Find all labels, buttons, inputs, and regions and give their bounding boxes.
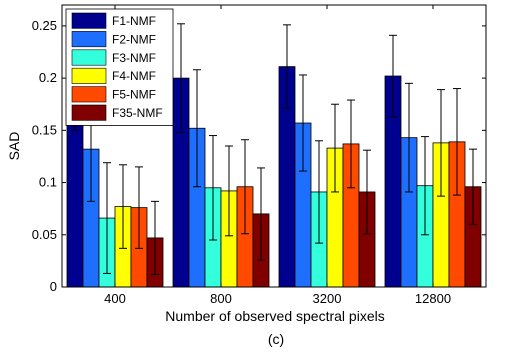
legend: F1-NMF F2-NMF F3-NMF F4-NMF F5-NMF F35-NMF (65, 8, 174, 126)
y-tick-label: 0.25 (32, 18, 57, 33)
legend-label: F3-NMF (112, 51, 156, 65)
legend-item-f2-nmf: F2-NMF (71, 31, 156, 48)
legend-swatch (71, 104, 107, 121)
legend-label: F1-NMF (112, 14, 156, 28)
y-tick-label: 0.1 (39, 175, 57, 190)
error-bar-f3-nmf-3200 (315, 140, 323, 244)
error-bar-f3-nmf-400 (103, 162, 111, 274)
legend-item-f4-nmf: F4-NMF (71, 67, 156, 84)
legend-label: F35-NMF (112, 106, 163, 120)
y-tick-label: 0.15 (32, 122, 57, 137)
legend-item-f5-nmf: F5-NMF (71, 86, 156, 103)
x-tick-label: 400 (104, 291, 126, 306)
error-bar-f5-nmf-800 (241, 139, 249, 235)
legend-swatch (71, 86, 107, 103)
plot-frame (61, 4, 487, 288)
y-tick-label: 0.05 (32, 227, 57, 242)
legend-swatch (71, 12, 107, 29)
error-bar-f2-nmf-3200 (299, 74, 307, 172)
error-bar-f35-nmf-800 (257, 167, 265, 261)
error-bar-f35-nmf-3200 (363, 149, 371, 235)
y-tick-label: 0 (50, 279, 57, 294)
error-bar-f1-nmf-800 (177, 23, 185, 133)
legend-item-f3-nmf: F3-NMF (71, 49, 156, 66)
error-bar-f4-nmf-400 (119, 164, 127, 249)
error-bar-f3-nmf-800 (209, 135, 217, 241)
error-bar-f35-nmf-400 (151, 200, 159, 275)
error-bar-f35-nmf-12800 (469, 148, 477, 225)
error-bar-f5-nmf-400 (135, 166, 143, 249)
x-tick-label: 800 (210, 291, 232, 306)
error-bar-f5-nmf-3200 (347, 99, 355, 189)
axes-layer: 0 0.05 0.1 0.15 0.2 0.25 400 800 3200 12800 (32, 4, 487, 306)
error-bar-f3-nmf-12800 (421, 136, 429, 236)
error-bar-f5-nmf-12800 (453, 88, 461, 196)
legend-label: F4-NMF (112, 69, 156, 83)
error-bar-f1-nmf-3200 (283, 24, 291, 109)
x-tick-label: 3200 (313, 291, 342, 306)
y-axis-label: SAD (6, 132, 22, 161)
error-bar-f4-nmf-12800 (437, 89, 445, 197)
error-bar-f2-nmf-12800 (405, 82, 413, 193)
legend-label: F2-NMF (112, 32, 156, 46)
x-axis-label: Number of observed spectral pixels (165, 308, 384, 324)
figure-caption: (c) (268, 331, 284, 347)
x-tick-label: 12800 (415, 291, 451, 306)
legend-item-f1-nmf: F1-NMF (71, 12, 156, 29)
legend-item-f35-nmf: F35-NMF (71, 104, 163, 121)
error-bar-f4-nmf-800 (225, 145, 233, 237)
y-tick-label: 0.2 (39, 70, 57, 85)
legend-label: F5-NMF (112, 88, 156, 102)
legend-swatch (71, 49, 107, 66)
legend-swatch (71, 31, 107, 48)
legend-swatch (71, 67, 107, 84)
error-bar-f1-nmf-12800 (389, 34, 397, 118)
error-bar-f4-nmf-3200 (331, 103, 339, 193)
error-bar-f2-nmf-800 (193, 69, 201, 188)
